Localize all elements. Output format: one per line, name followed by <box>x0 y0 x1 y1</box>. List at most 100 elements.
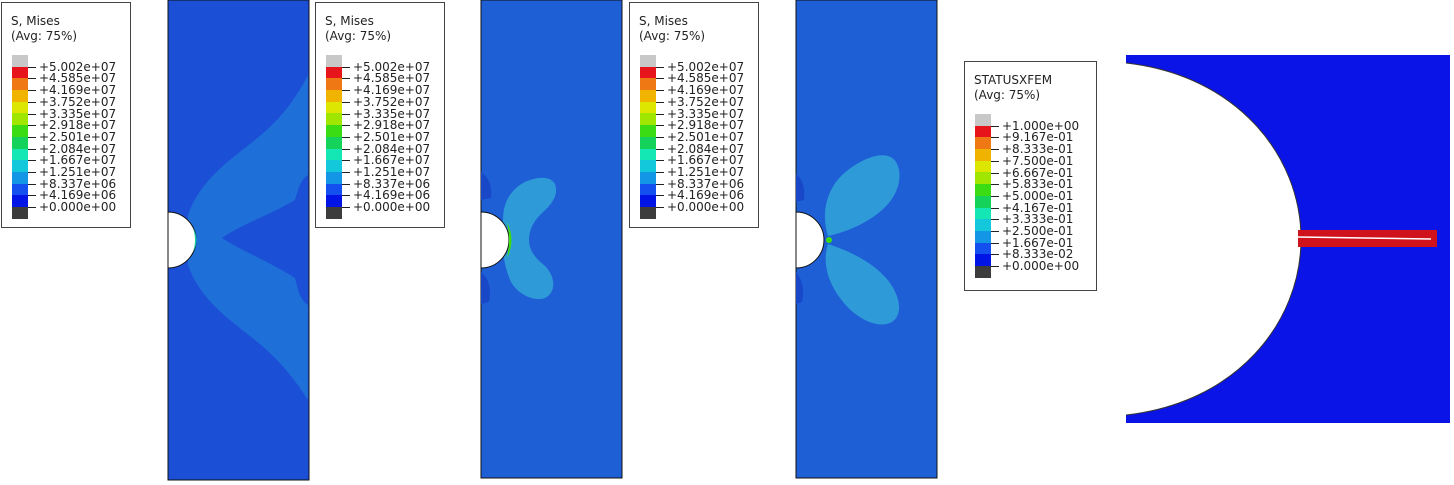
stress-zone-mid <box>188 75 308 400</box>
legend-tick <box>656 66 664 68</box>
legend-tick <box>28 183 36 185</box>
legend-color-swatch <box>975 265 991 278</box>
legend-tick <box>991 231 999 232</box>
legend-color-swatch <box>975 254 991 266</box>
legend-color-swatch <box>12 101 28 114</box>
legend-tick <box>991 266 999 268</box>
legend-tick-label: +8.333e-02 <box>1002 247 1074 262</box>
legend-color-swatch <box>640 55 656 67</box>
legend-tick <box>656 148 664 150</box>
legend-tick-label: +1.667e+07 <box>39 153 117 168</box>
crack-tip-stress <box>826 237 832 243</box>
legend-tick-label: +2.084e+07 <box>667 141 745 156</box>
hole-cutout <box>480 211 510 269</box>
legend-color-swatch <box>326 160 342 172</box>
legend-tick <box>28 125 36 127</box>
legend-color-swatch <box>326 136 342 149</box>
legend-tick-label: +4.169e+06 <box>39 188 117 203</box>
legend-tick <box>342 78 350 80</box>
legend-color-swatch <box>640 78 656 91</box>
legend-tick-label: +8.337e+06 <box>353 176 431 191</box>
legend-tick <box>991 254 999 256</box>
legend-tick-label: +8.337e+06 <box>667 176 745 191</box>
hole-cutout <box>1126 55 1301 423</box>
legend-tick <box>991 207 999 209</box>
legend-color-swatch <box>640 66 656 79</box>
legend-tick-label: +2.918e+07 <box>667 118 745 133</box>
legend-color-swatch <box>975 184 991 196</box>
legend-color-bar <box>12 55 28 219</box>
legend-tick-label: +5.002e+07 <box>39 59 117 74</box>
legend-tick <box>656 183 664 185</box>
legend-tick <box>28 207 36 209</box>
legend-tick <box>991 172 999 174</box>
legend-tick <box>991 137 999 139</box>
legend-color-swatch <box>326 195 342 207</box>
legend-title: S, Mises (Avg: 75%) <box>325 14 392 43</box>
legend-tick <box>656 125 664 127</box>
legend-tick <box>656 101 664 103</box>
stress-zone-low-top <box>796 174 805 202</box>
legend-tick-label: +2.918e+07 <box>353 118 431 133</box>
legend-color-swatch <box>12 183 28 196</box>
legend-tick-label: +2.084e+07 <box>39 141 117 156</box>
legend-tick <box>342 66 350 68</box>
legend-color-swatch <box>975 242 991 255</box>
legend-tick-label: +1.667e+07 <box>353 153 431 168</box>
legend-tick-label: +2.501e+07 <box>39 129 117 144</box>
legend-tick <box>342 113 350 115</box>
legend-tick <box>342 90 350 92</box>
legend-color-swatch <box>975 137 991 150</box>
legend-tick-label: +3.335e+07 <box>353 106 431 121</box>
legend-tick-label: +3.335e+07 <box>667 106 745 121</box>
legend-tick-label: +0.000e+00 <box>667 200 745 215</box>
legend-tick <box>656 172 664 173</box>
legend-statusxfem: STATUSXFEM (Avg: 75%) +1.000e+00 +9.167e-… <box>964 61 1097 291</box>
legend-color-bar <box>640 55 656 219</box>
legend-tick <box>28 90 36 92</box>
legend-tick <box>28 148 36 150</box>
legend-color-bar <box>975 114 991 278</box>
legend-color-swatch <box>640 101 656 114</box>
legend-color-swatch <box>975 149 991 161</box>
legend-tick-label: +0.000e+00 <box>39 200 117 215</box>
legend-color-swatch <box>975 195 991 208</box>
legend-tick <box>28 66 36 68</box>
legend-color-swatch <box>326 113 342 126</box>
legend-color-swatch <box>326 125 342 137</box>
legend-tick <box>28 78 36 80</box>
legend-color-swatch <box>975 114 991 126</box>
legend-tick-label: +0.000e+00 <box>353 200 431 215</box>
legend-tick-label: +4.169e+07 <box>39 83 117 98</box>
legend-tick-label: +6.667e-01 <box>1002 165 1074 180</box>
legend-tick <box>656 207 664 209</box>
legend-color-swatch <box>12 90 28 102</box>
legend-tick <box>342 195 350 197</box>
legend-tick <box>28 101 36 103</box>
plate-contour-2 <box>480 0 623 479</box>
crack-status-plot <box>1126 55 1450 423</box>
legend-tick <box>656 78 664 80</box>
legend-tick-label: +8.333e-01 <box>1002 142 1074 157</box>
legend-color-swatch <box>640 206 656 219</box>
legend-tick <box>28 113 36 115</box>
legend-color-swatch <box>12 206 28 219</box>
legend-title: S, Mises (Avg: 75%) <box>11 14 78 43</box>
legend-color-swatch <box>640 148 656 161</box>
legend-tick <box>342 148 350 150</box>
legend-tick-label: +4.169e+07 <box>667 83 745 98</box>
legend-color-swatch <box>975 125 991 138</box>
legend-tick-label: +3.752e+07 <box>353 94 431 109</box>
legend-tick-label: +3.752e+07 <box>39 94 117 109</box>
legend-title: S, Mises (Avg: 75%) <box>639 14 706 43</box>
legend-tick-label: +4.169e+06 <box>353 188 431 203</box>
legend-color-swatch <box>975 172 991 185</box>
legend-tick <box>28 160 36 162</box>
legend-color-swatch <box>12 136 28 149</box>
plate-contour-3 <box>795 0 938 479</box>
legend-tick <box>342 101 350 103</box>
legend-color-swatch <box>12 55 28 67</box>
legend-color-swatch <box>12 125 28 137</box>
legend-tick-label: +5.002e+07 <box>353 59 431 74</box>
legend-tick <box>991 184 999 186</box>
